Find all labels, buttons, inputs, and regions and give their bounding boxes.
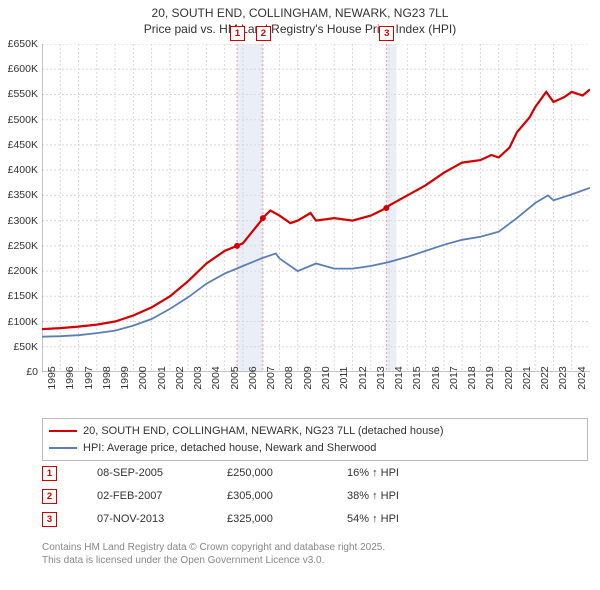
plot-area: 123 [42,44,590,372]
marker-box: 3 [379,26,394,41]
footer-line-2: This data is licensed under the Open Gov… [42,555,324,566]
y-tick-label: £0 [0,366,38,378]
legend-item: HPI: Average price, detached house, Newa… [49,440,581,457]
event-number-box: 3 [42,512,57,527]
x-tick-label: 2003 [192,366,204,389]
x-tick-label: 2009 [302,366,314,389]
marker-box: 1 [230,26,245,41]
x-tick-label: 2010 [320,366,332,389]
x-tick-label: 2012 [357,366,369,389]
y-tick-label: £300K [0,215,38,227]
legend-swatch [49,447,77,449]
marker-box: 2 [256,26,271,41]
event-diff: 38% ↑ HPI [347,485,427,508]
footer-line-1: Contains HM Land Registry data © Crown c… [42,542,385,553]
event-number-box: 1 [42,466,57,481]
x-tick-label: 1996 [64,366,76,389]
event-price: £250,000 [227,462,307,485]
x-tick-label: 2001 [156,366,168,389]
y-tick-label: £200K [0,265,38,277]
legend: 20, SOUTH END, COLLINGHAM, NEWARK, NG23 … [42,418,588,461]
x-tick-label: 2006 [247,366,259,389]
y-tick-label: £600K [0,63,38,75]
event-date: 07-NOV-2013 [97,508,187,531]
legend-label: 20, SOUTH END, COLLINGHAM, NEWARK, NG23 … [83,423,443,440]
chart-title: 20, SOUTH END, COLLINGHAM, NEWARK, NG23 … [0,0,600,37]
x-tick-label: 2020 [503,366,515,389]
x-tick-label: 2021 [521,366,533,389]
x-tick-label: 1995 [46,366,58,389]
y-axis: £0£50K£100K£150K£200K£250K£300K£350K£400… [0,44,40,372]
footer: Contains HM Land Registry data © Crown c… [42,542,588,567]
y-tick-label: £350K [0,189,38,201]
event-price: £305,000 [227,485,307,508]
event-number-box: 2 [42,489,57,504]
y-tick-label: £150K [0,290,38,302]
legend-label: HPI: Average price, detached house, Newa… [83,440,376,457]
title-line-2: Price paid vs. HM Land Registry's House … [144,22,456,36]
y-tick-label: £450K [0,139,38,151]
y-tick-label: £100K [0,316,38,328]
x-tick-label: 1997 [83,366,95,389]
x-tick-label: 2007 [265,366,277,389]
event-row: 3 07-NOV-2013 £325,000 54% ↑ HPI [42,508,588,531]
x-tick-label: 2004 [210,366,222,389]
event-date: 02-FEB-2007 [97,485,187,508]
chart-container: 20, SOUTH END, COLLINGHAM, NEWARK, NG23 … [0,0,600,590]
event-diff: 54% ↑ HPI [347,508,427,531]
event-row: 1 08-SEP-2005 £250,000 16% ↑ HPI [42,462,588,485]
event-diff: 16% ↑ HPI [347,462,427,485]
y-tick-label: £50K [0,341,38,353]
y-tick-label: £400K [0,164,38,176]
x-tick-label: 2018 [466,366,478,389]
event-price: £325,000 [227,508,307,531]
x-tick-label: 2014 [393,366,405,389]
x-tick-label: 2019 [484,366,496,389]
x-tick-label: 1999 [119,366,131,389]
legend-item: 20, SOUTH END, COLLINGHAM, NEWARK, NG23 … [49,423,581,440]
plot-svg [42,44,590,372]
y-tick-label: £550K [0,88,38,100]
y-tick-label: £250K [0,240,38,252]
event-row: 2 02-FEB-2007 £305,000 38% ↑ HPI [42,485,588,508]
y-tick-label: £500K [0,114,38,126]
x-tick-label: 2005 [229,366,241,389]
x-tick-label: 2011 [338,367,350,390]
event-date: 08-SEP-2005 [97,462,187,485]
y-tick-label: £650K [0,38,38,50]
x-tick-label: 2013 [375,366,387,389]
x-tick-label: 2024 [576,366,588,389]
events-table: 1 08-SEP-2005 £250,000 16% ↑ HPI 2 02-FEB-200… [42,462,588,531]
x-tick-label: 2000 [137,366,149,389]
x-tick-label: 2008 [283,366,295,389]
x-tick-label: 2016 [430,366,442,389]
title-line-1: 20, SOUTH END, COLLINGHAM, NEWARK, NG23 … [152,6,449,20]
x-tick-label: 2002 [174,366,186,389]
x-tick-label: 1998 [101,366,113,389]
x-tick-label: 2023 [557,366,569,389]
legend-swatch [49,430,77,432]
x-tick-label: 2015 [411,366,423,389]
x-tick-label: 2022 [539,366,551,389]
x-tick-label: 2017 [448,366,460,389]
